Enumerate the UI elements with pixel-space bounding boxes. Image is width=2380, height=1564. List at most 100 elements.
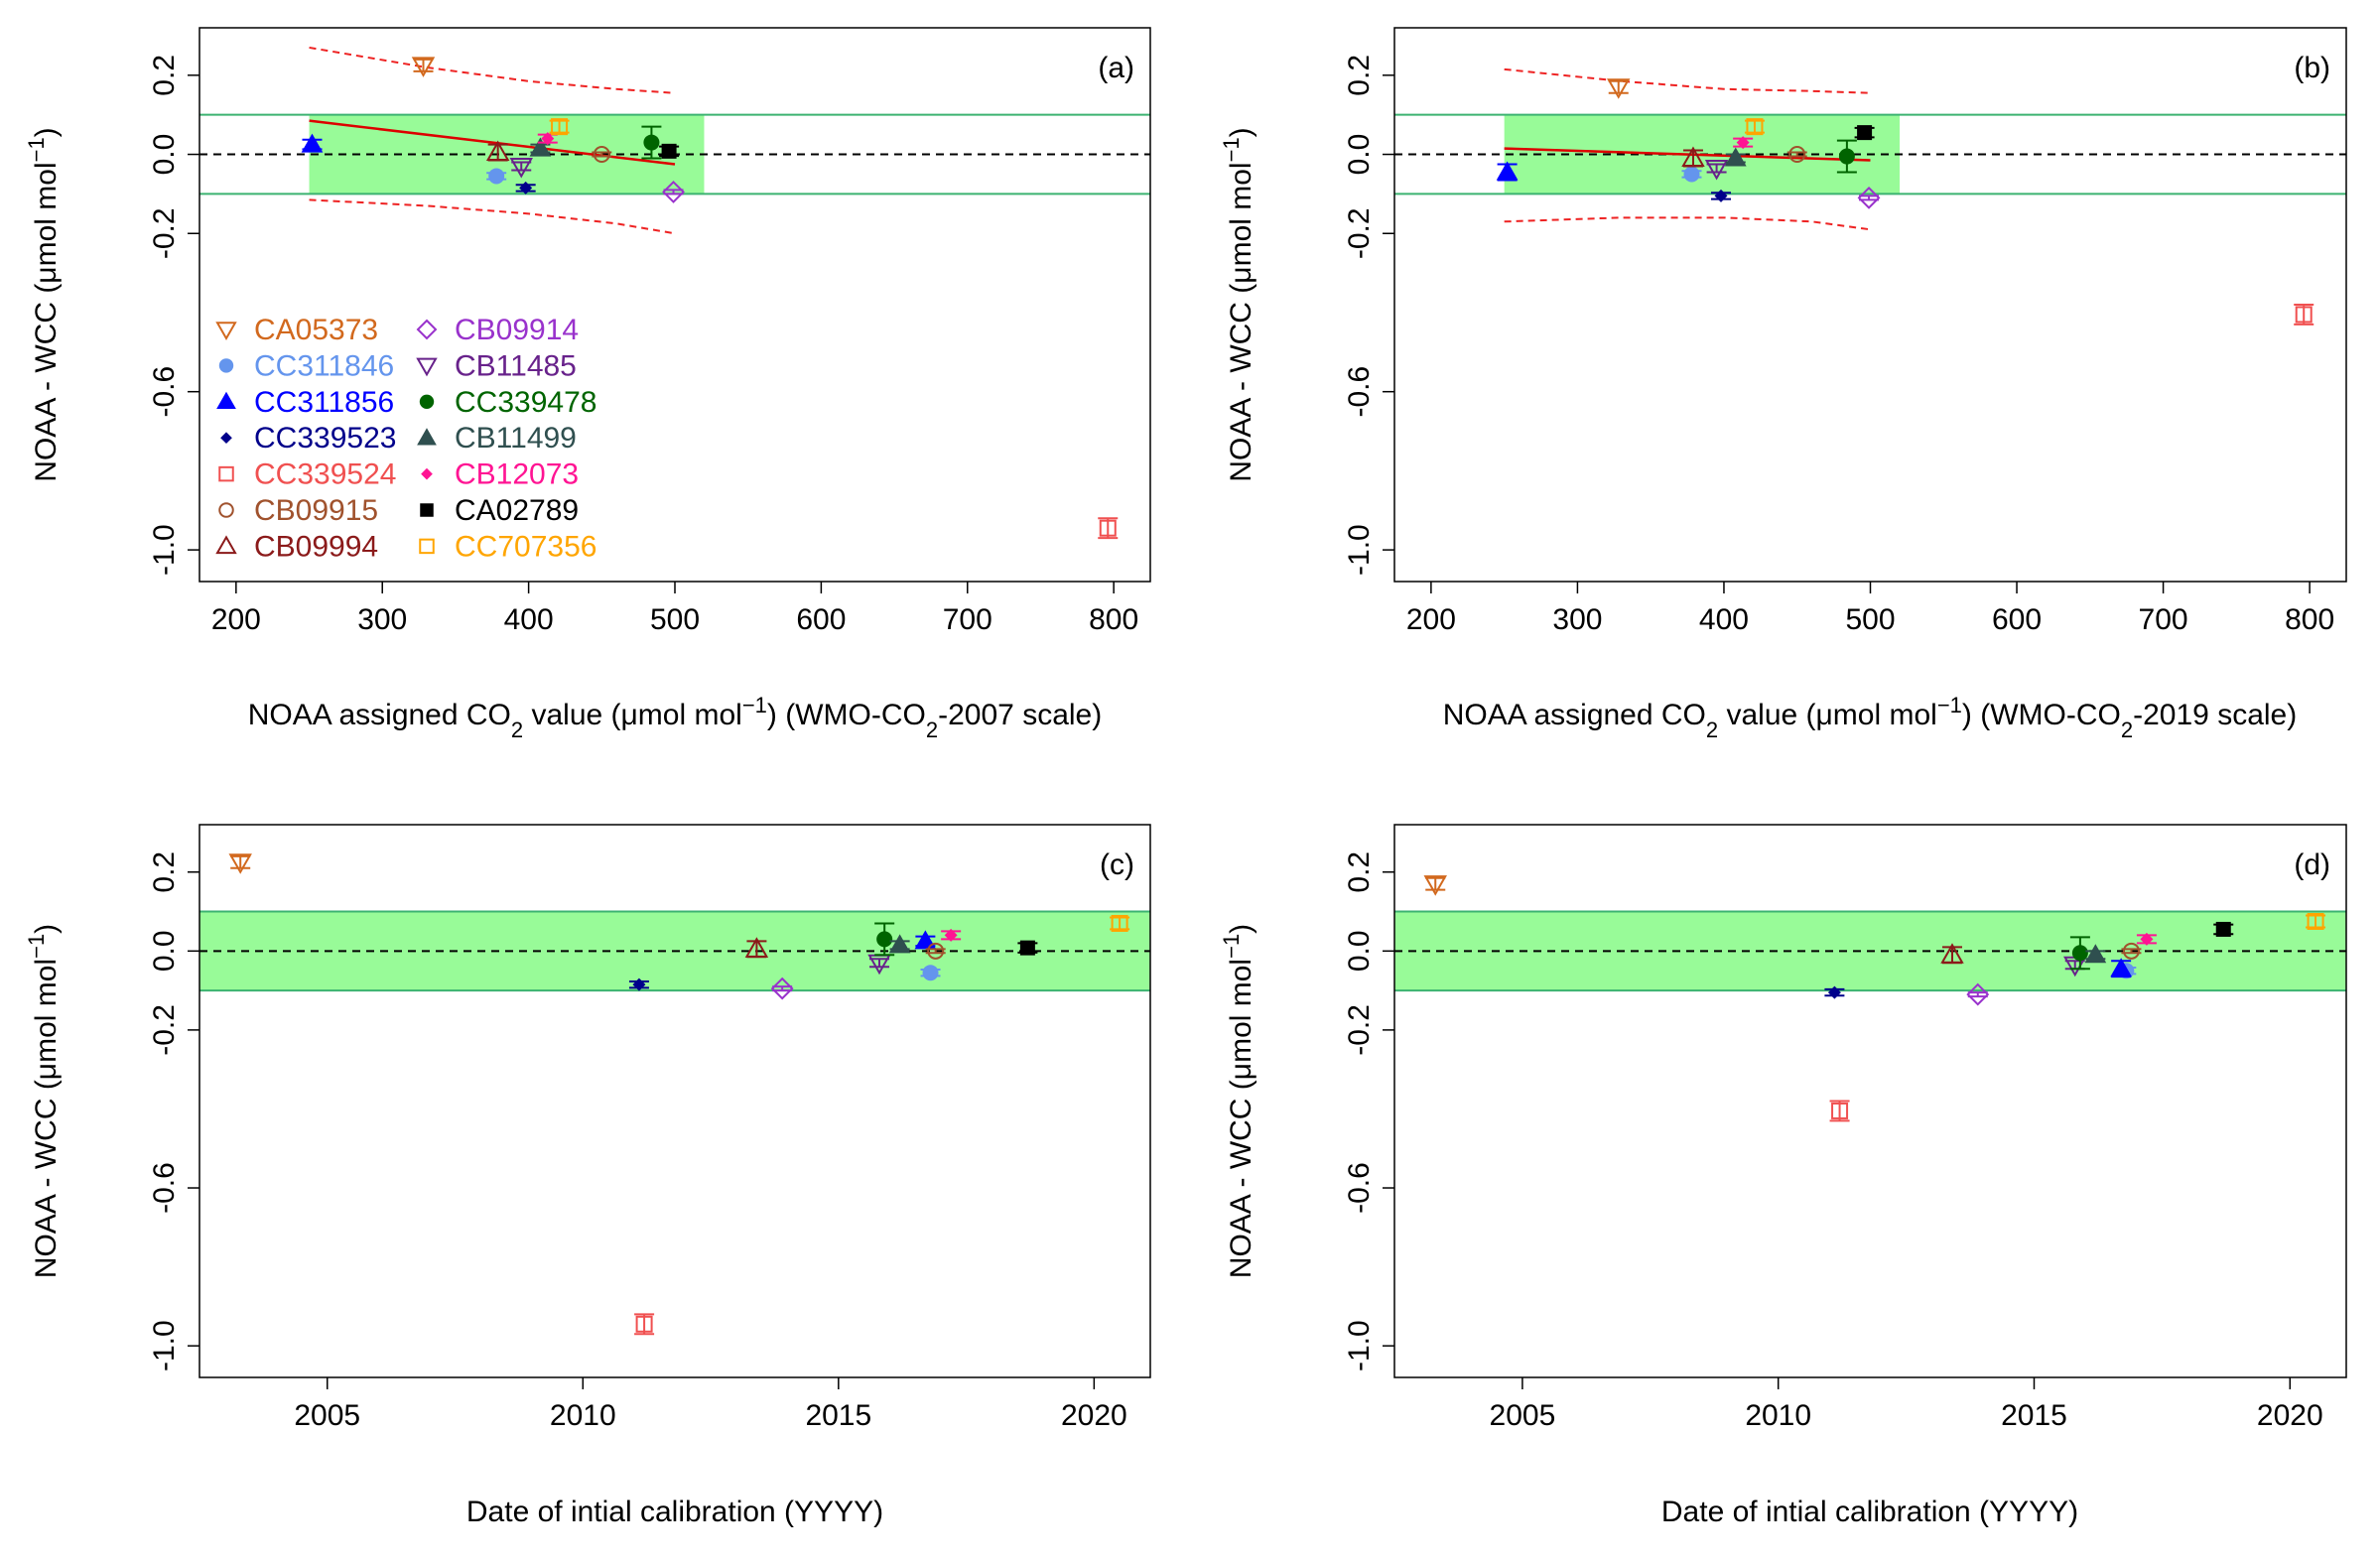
plot-frame	[1393, 27, 2347, 583]
x-tick-label: 2005	[294, 1399, 360, 1432]
point-marker	[411, 57, 436, 77]
legend-item-cc339478: CC339478	[419, 386, 596, 419]
point-marker	[488, 168, 505, 185]
x-tick-label: 600	[1992, 603, 2042, 636]
plot-area	[199, 46, 1150, 540]
point-marker	[922, 965, 939, 981]
point-marker	[643, 134, 660, 151]
point-marker	[1683, 166, 1700, 183]
legend-marker	[215, 322, 237, 341]
point-cc339478	[641, 125, 662, 160]
legend-marker	[220, 432, 232, 445]
legend: CA05373CC311846CC311856CC339523CC339524C…	[215, 314, 596, 563]
y-axis-label: NOAA - WCC (μmol mol−1)	[1219, 127, 1258, 481]
x-tick-label: 700	[2139, 603, 2188, 636]
point-cb11499	[529, 137, 552, 157]
x-tick-label: 200	[211, 603, 261, 636]
point-cb09914	[662, 180, 685, 203]
legend-item-cc311846: CC311846	[218, 349, 394, 382]
point-cb11485	[1704, 159, 1729, 181]
x-tick-label: 300	[357, 603, 407, 636]
point-marker	[662, 180, 685, 203]
y-tick-label: 0.0	[1343, 134, 1376, 176]
point-marker	[744, 937, 769, 958]
panel-tag: (c)	[1100, 848, 1134, 881]
point-cb12073	[2136, 932, 2157, 946]
point-marker	[876, 931, 893, 948]
point-marker	[2140, 932, 2154, 946]
point-ca05373	[228, 853, 252, 874]
point-marker	[509, 158, 533, 179]
legend-label: CC707356	[455, 530, 596, 563]
point-marker	[1966, 982, 1990, 1006]
confidence-upper	[1504, 67, 1871, 94]
x-tick-label: 300	[1552, 603, 1602, 636]
x-axis-label: NOAA assigned CO2 value (μmol mol−1) (WM…	[1443, 693, 2297, 742]
point-cc339478	[874, 922, 895, 957]
panel-d: 2005 2010 2015 2020 0.2 0.0 -0.2 -0.6 -1.0 (d) Dat…	[1219, 824, 2347, 1528]
point-cb11499	[1724, 147, 1747, 167]
confidence-lower	[309, 198, 676, 235]
legend-item-cc311856: CC311856	[216, 386, 394, 419]
y-tick-label: -0.6	[1343, 1162, 1376, 1214]
x-tick-label: 2020	[2257, 1399, 2323, 1432]
x-tick-label: 2005	[1490, 1399, 1556, 1432]
panel-tag: (b)	[2294, 52, 2330, 84]
point-cc339478	[2069, 936, 2090, 971]
point-marker	[1019, 940, 1035, 956]
point-marker	[1607, 78, 1631, 99]
point-cb11485	[509, 158, 533, 179]
legend-item-ca02789: CA02789	[420, 494, 579, 527]
point-marker	[2110, 958, 2133, 978]
y-axis-label: NOAA - WCC (μmol mol−1)	[24, 924, 64, 1278]
x-tick-label: 2015	[2001, 1399, 2067, 1432]
y-axis-label: NOAA - WCC (μmol mol−1)	[24, 127, 64, 481]
x-axis-label: Date of intial calibration (YYYY)	[466, 1496, 883, 1528]
point-cc311856	[1496, 161, 1519, 182]
point-cc339524	[1098, 517, 1119, 540]
point-marker	[2071, 945, 2088, 962]
point-marker	[1831, 1102, 1849, 1119]
legend-marker	[419, 538, 435, 555]
point-marker	[927, 942, 945, 960]
point-cb12073	[1733, 136, 1754, 150]
point-cb09994	[1940, 943, 1964, 965]
point-marker	[1857, 125, 1873, 141]
point-cb09914	[770, 977, 794, 1000]
point-marker	[632, 978, 646, 991]
y-tick-label: 0.0	[1343, 930, 1376, 972]
point-cc339523	[1824, 985, 1845, 999]
plot-frame	[198, 824, 1151, 1378]
point-marker	[661, 143, 677, 159]
y-tick-label: 0.0	[148, 930, 181, 972]
x-axis-label: NOAA assigned CO2 value (μmol mol−1) (WM…	[248, 693, 1102, 742]
point-marker	[2215, 921, 2231, 937]
point-cc311846	[486, 168, 507, 185]
confidence-lower	[1504, 216, 1871, 231]
point-ca05373	[1607, 78, 1631, 99]
point-marker	[1099, 519, 1117, 537]
point-cc311856	[914, 930, 937, 950]
y-tick-label: 0.2	[148, 851, 181, 893]
x-tick-label: 500	[1845, 603, 1895, 636]
point-cc339524	[634, 1313, 655, 1336]
x-tick-label: 2010	[550, 1399, 616, 1432]
legend-item-cb12073: CB12073	[421, 458, 579, 491]
point-marker	[2295, 306, 2313, 324]
point-cc707356	[2306, 912, 2326, 930]
legend-label: CC339524	[254, 458, 396, 491]
y-tick-label: -0.6	[1343, 366, 1376, 418]
point-marker	[2122, 942, 2140, 960]
point-cc311856	[301, 133, 324, 153]
legend-item-cc707356: CC707356	[419, 530, 596, 563]
legend-item-cc339524: CC339524	[218, 458, 396, 491]
legend-label: CB11499	[455, 422, 577, 455]
legend-marker	[416, 357, 438, 377]
point-marker	[551, 118, 569, 136]
point-marker	[1788, 146, 1806, 164]
legend-label: CA05373	[254, 314, 378, 346]
fit-line	[1504, 147, 1871, 162]
point-marker	[2307, 912, 2324, 930]
y-tick-label: 0.2	[148, 55, 181, 96]
point-cb12073	[941, 928, 962, 942]
